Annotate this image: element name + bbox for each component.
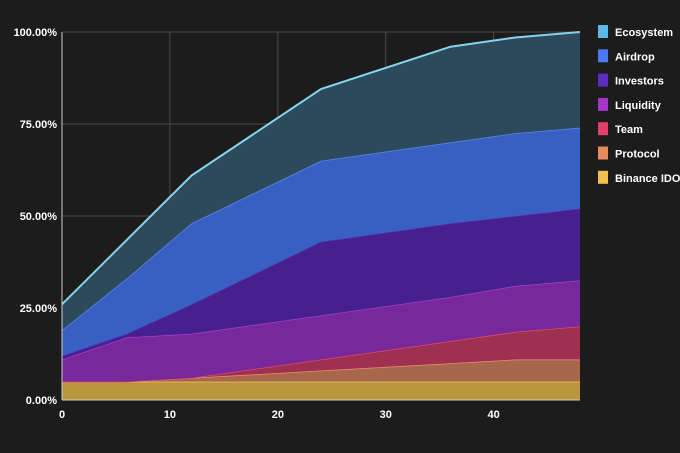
area-liquidity — [62, 280, 580, 382]
y-tick-label: 25.00% — [20, 303, 58, 315]
legend-label: Airdrop — [615, 51, 655, 63]
x-tick-label: 40 — [488, 409, 500, 421]
legend-item-binance-ido[interactable]: Binance IDO — [598, 170, 680, 185]
line-ecosystem — [61, 31, 581, 306]
y-tick-label: 50.00% — [20, 211, 58, 223]
legend-swatch — [598, 97, 608, 111]
legend: Ecosystem Airdrop Investors Liquidity Team Pr… — [598, 25, 680, 185]
legend-label: Investors — [615, 76, 664, 88]
legend-item-liquidity[interactable]: Liquidity — [598, 97, 662, 112]
area-investors — [62, 208, 580, 360]
area-ecosystem — [62, 32, 580, 331]
legend-label: Protocol — [615, 149, 660, 161]
legend-label: Liquidity — [615, 100, 662, 112]
area-airdrop — [62, 127, 580, 356]
legend-swatch — [598, 49, 608, 63]
y-tick-label: 0.00% — [26, 395, 57, 407]
legend-item-ecosystem[interactable]: Ecosystem — [598, 25, 673, 39]
legend-swatch — [598, 73, 608, 87]
legend-item-investors[interactable]: Investors — [598, 73, 664, 88]
areas — [61, 31, 581, 400]
x-tick-label: 0 — [59, 409, 65, 421]
x-tick-label: 10 — [164, 409, 176, 421]
area-team — [62, 326, 580, 382]
x-tick-label: 20 — [272, 409, 284, 421]
legend-item-protocol[interactable]: Protocol — [598, 146, 660, 161]
legend-label: Ecosystem — [615, 27, 673, 39]
legend-label: Binance IDO — [615, 173, 680, 185]
legend-item-team[interactable]: Team — [598, 122, 643, 136]
legend-item-airdrop[interactable]: Airdrop — [598, 49, 655, 63]
axes: 0.00% 25.00% 50.00% 75.00% 100.00% 0 10 20 30 40 — [14, 27, 580, 421]
legend-swatch — [598, 122, 608, 136]
y-tick-label: 75.00% — [20, 119, 58, 131]
legend-label: Team — [615, 124, 643, 136]
legend-swatch — [598, 170, 608, 184]
y-tick-label: 100.00% — [14, 27, 58, 39]
x-tick-label: 30 — [380, 409, 392, 421]
legend-swatch — [598, 25, 608, 38]
legend-swatch — [598, 146, 608, 160]
area-binance-ido — [62, 381, 580, 400]
